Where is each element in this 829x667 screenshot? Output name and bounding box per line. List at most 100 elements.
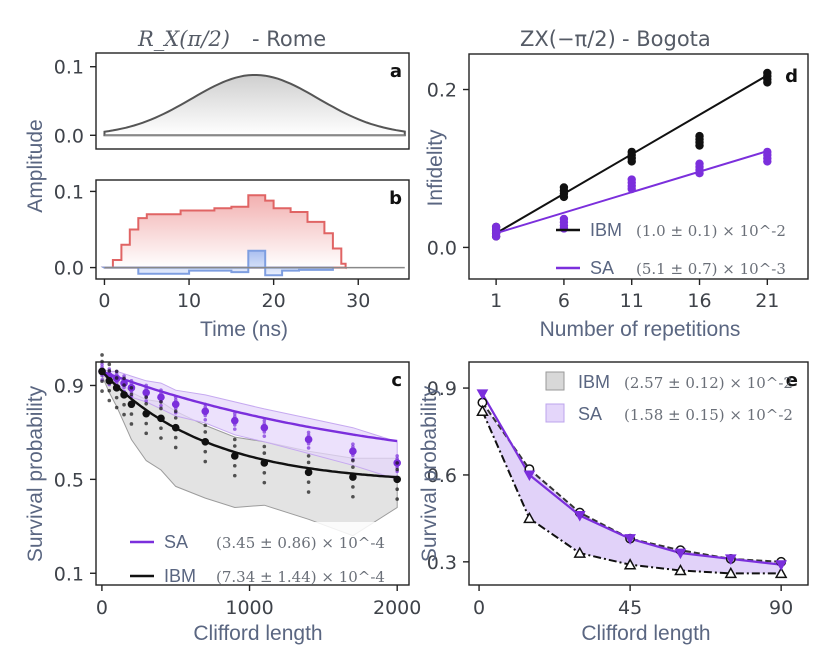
panel-b-xtick-label: 10 bbox=[177, 290, 201, 312]
panel-d-xtick-label: 21 bbox=[755, 290, 779, 312]
ibm-raw-point bbox=[114, 376, 119, 380]
ibm-mean-point bbox=[112, 384, 121, 392]
panel-d-xtick-label: 1 bbox=[490, 290, 502, 312]
panel-b-xtick-label: 20 bbox=[262, 290, 286, 312]
panel-d-ylabel: Infidelity bbox=[424, 129, 447, 207]
ibm-raw-point bbox=[395, 467, 399, 472]
panel-a-yticks: 0.1 0.0 bbox=[54, 57, 96, 147]
sa-triangle-marker bbox=[523, 470, 536, 481]
panel-c-xtick-label: 0 bbox=[96, 597, 108, 619]
ibm-mean-point bbox=[171, 423, 180, 432]
sa-triangle-marker bbox=[624, 534, 636, 545]
sa-raw-point bbox=[262, 418, 267, 423]
sa-fit-curve bbox=[101, 370, 398, 443]
sa-raw-point bbox=[232, 411, 237, 416]
panel-e-plot bbox=[476, 389, 788, 579]
panel-b: b 0.1 0.0 0 10 20 30 Time (ns) Amplitude bbox=[24, 119, 410, 341]
legend-d-sa-name: SA bbox=[590, 258, 614, 278]
ibm-mean-point bbox=[304, 468, 313, 477]
ibm-raw-point bbox=[144, 401, 148, 406]
panel-c-ytick-label: 0.5 bbox=[54, 469, 84, 491]
ibm-raw-point bbox=[100, 359, 104, 364]
ibm-raw-point bbox=[122, 383, 126, 387]
ibm-mean-point bbox=[120, 391, 128, 399]
ibm-raw-point bbox=[159, 436, 163, 440]
ibm-triangle-marker bbox=[674, 563, 687, 576]
panel-c-label: c bbox=[391, 370, 402, 391]
sa-raw-point bbox=[129, 378, 134, 383]
ibm-raw-point bbox=[159, 406, 163, 411]
ibm-raw-point bbox=[159, 426, 163, 430]
panel-d-xtick-label: 6 bbox=[558, 290, 570, 312]
ibm-raw-point bbox=[306, 460, 311, 465]
ibm-raw-point bbox=[351, 494, 355, 499]
ibm-raw-point bbox=[107, 369, 112, 373]
ibm-mean-point bbox=[127, 400, 136, 409]
panel-e-ytick-label: 0.3 bbox=[427, 552, 457, 574]
ibm-raw-point bbox=[395, 461, 399, 465]
legend-d-sa-fit: (5.1 ± 0.7) × 10^-3 bbox=[636, 260, 786, 278]
ibm-mean-point bbox=[157, 414, 165, 423]
ibm-raw-point bbox=[262, 470, 267, 475]
panel-d-title-suffix: - Bogota bbox=[622, 27, 711, 51]
ibm-raw-point bbox=[232, 437, 237, 442]
ibm-raw-point bbox=[306, 490, 311, 494]
panel-b-xtick-label: 30 bbox=[346, 290, 370, 312]
ibm-raw-point bbox=[173, 435, 178, 440]
legend-d-ibm-fit: (1.0 ± 0.1) × 10^-2 bbox=[636, 222, 786, 240]
legend-e-sa-swatch bbox=[545, 403, 565, 423]
ibm-mean-point bbox=[201, 438, 210, 446]
ibm-triangle-marker bbox=[774, 566, 788, 579]
ibm-raw-point bbox=[203, 430, 208, 434]
panel-a-frame bbox=[95, 52, 410, 150]
panel-b-xtick-label: 0 bbox=[98, 290, 110, 312]
panel-a-ylabel: Amplitude bbox=[24, 119, 47, 212]
ibm-raw-point bbox=[203, 459, 208, 464]
panel-a-title-math: R_X(π/2) bbox=[137, 27, 230, 51]
panel-c-ylabel: Survival probability bbox=[24, 385, 47, 562]
panel-a-title-suffix: - Rome bbox=[252, 27, 326, 51]
panel-e-xlabel: Clifford length bbox=[581, 622, 710, 645]
ibm-raw-point bbox=[122, 412, 126, 417]
sa-triangle-marker bbox=[724, 554, 737, 565]
panel-a-label: a bbox=[390, 61, 402, 82]
sa-point bbox=[491, 222, 501, 232]
ibm-fit-curve bbox=[101, 370, 398, 479]
panel-c-plot bbox=[98, 353, 401, 537]
legend-e-ibm-swatch bbox=[545, 371, 565, 391]
sa-mean-point bbox=[142, 388, 150, 397]
sa-mean-point bbox=[120, 379, 128, 387]
sa-raw-point bbox=[144, 399, 148, 403]
legend-c-sa-name: SA bbox=[164, 532, 188, 552]
panel-d-frame bbox=[468, 53, 809, 280]
sa-raw-point bbox=[203, 402, 208, 407]
sa-triangle-marker bbox=[674, 548, 687, 560]
sa-triangle-marker bbox=[476, 389, 489, 400]
sa-raw-point bbox=[159, 403, 163, 408]
ibm-raw-point bbox=[262, 444, 267, 449]
legend-c-sa-fit: (3.45 ± 0.86) × 10^-4 bbox=[216, 534, 385, 552]
sa-raw-point bbox=[173, 395, 178, 400]
panel-c-xtick-label: 2000 bbox=[373, 597, 421, 619]
ibm-raw-point bbox=[351, 465, 355, 469]
ibm-mean-point bbox=[105, 376, 114, 385]
ibm-mean-point bbox=[393, 475, 401, 484]
ibm-triangle-marker bbox=[476, 404, 489, 416]
sa-imag-pulse bbox=[100, 249, 334, 277]
legend-c-box bbox=[124, 522, 406, 584]
sa-mean-point bbox=[349, 447, 357, 456]
ibm-raw-point bbox=[144, 421, 148, 426]
panel-e-ylabel: Survival probability bbox=[418, 385, 441, 562]
panel-d-xtick-label: 16 bbox=[687, 290, 711, 312]
ibm-raw-point bbox=[173, 409, 178, 414]
ibm-raw-point bbox=[262, 451, 267, 455]
ibm-raw-point bbox=[395, 497, 399, 501]
ibm-raw-point bbox=[114, 405, 119, 410]
legend-e-sa-fit: (1.58 ± 0.15) × 10^-2 bbox=[624, 406, 793, 424]
ibm-point bbox=[627, 147, 636, 157]
sa-point bbox=[627, 175, 636, 184]
ibm-raw-point bbox=[107, 398, 112, 403]
panel-c-ytick-label: 0.1 bbox=[54, 563, 84, 585]
ibm-raw-point bbox=[144, 431, 148, 436]
ibm-point bbox=[695, 131, 704, 141]
